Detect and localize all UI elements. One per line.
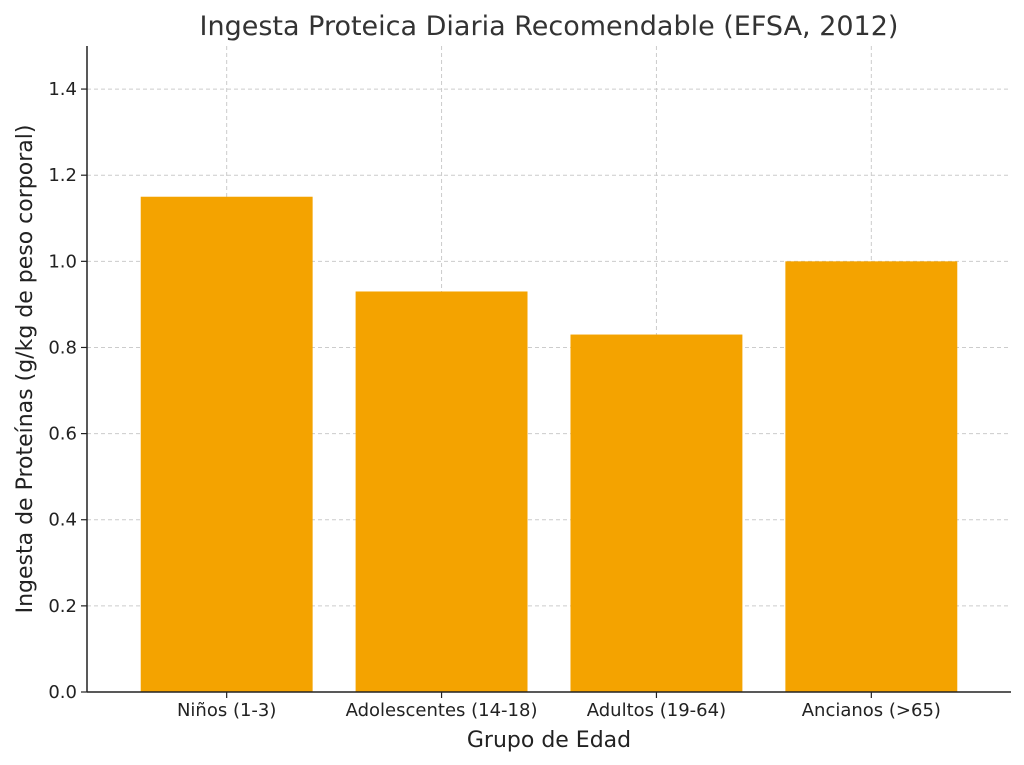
- bars: [140, 196, 958, 692]
- bar: [570, 334, 743, 692]
- x-axis-label: Grupo de Edad: [467, 728, 631, 753]
- x-tick-label: Niños (1-3): [177, 700, 276, 721]
- x-tick-label: Adolescentes (14-18): [346, 700, 538, 721]
- y-tick-label: 0.4: [48, 510, 77, 531]
- y-axis-label: Ingesta de Proteínas (g/kg de peso corpo…: [13, 125, 38, 614]
- y-tick-label: 0.8: [48, 337, 77, 358]
- y-tick-label: 1.0: [48, 251, 77, 272]
- x-tick-label: Adultos (19-64): [587, 700, 726, 721]
- y-ticks: 0.0 0.2 0.4 0.6 0.8 1.0 1.2 1.4: [48, 79, 87, 703]
- y-tick-label: 1.2: [48, 165, 77, 186]
- bar: [785, 261, 958, 692]
- y-tick-label: 0.0: [48, 682, 77, 703]
- x-tick-label: Ancianos (>65): [802, 700, 941, 721]
- x-ticks: Niños (1-3) Adolescentes (14-18) Adultos (…: [177, 692, 941, 721]
- y-tick-label: 0.2: [48, 596, 77, 617]
- bar: [355, 291, 528, 692]
- chart-title: Ingesta Proteica Diaria Recomendable (EF…: [200, 11, 899, 42]
- axes: [86, 46, 1011, 693]
- y-tick-label: 1.4: [48, 79, 77, 100]
- y-tick-label: 0.6: [48, 424, 77, 445]
- bar: [140, 196, 313, 692]
